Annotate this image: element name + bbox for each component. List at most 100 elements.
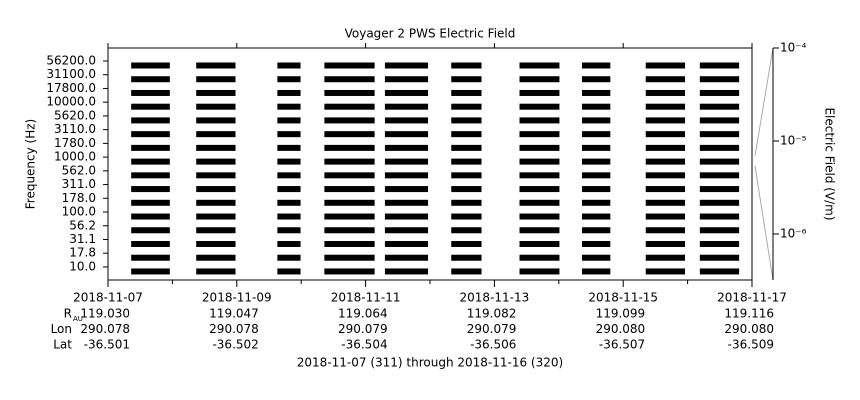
ephemeris-value: 290.078 bbox=[209, 322, 259, 336]
x-tick-label: 2018-11-17 bbox=[717, 291, 787, 305]
data-segment bbox=[196, 62, 236, 69]
data-segment bbox=[645, 254, 686, 261]
data-segment bbox=[277, 76, 301, 83]
data-segment bbox=[384, 227, 429, 234]
data-segment bbox=[277, 158, 301, 165]
data-segment bbox=[324, 62, 375, 69]
y-tick-label: 1780.0 bbox=[54, 136, 96, 150]
data-segment bbox=[131, 254, 170, 261]
footnote: 2018-11-07 (311) through 2018-11-16 (320… bbox=[297, 356, 563, 370]
data-segment bbox=[131, 199, 170, 206]
data-segment bbox=[384, 172, 429, 179]
data-segment bbox=[384, 186, 429, 193]
data-segment bbox=[277, 89, 301, 96]
data-segment bbox=[645, 227, 686, 234]
data-segment bbox=[519, 172, 560, 179]
data-segment bbox=[196, 172, 236, 179]
x-tick-label: 2018-11-09 bbox=[202, 291, 272, 305]
y-tick-label: 3110.0 bbox=[54, 122, 96, 136]
data-segment bbox=[699, 131, 740, 138]
ephemeris-value: -36.502 bbox=[212, 338, 258, 352]
data-segment bbox=[451, 62, 482, 69]
data-segment bbox=[699, 254, 740, 261]
y-tick-label: 10000.0 bbox=[46, 95, 96, 109]
y-tick-label: 31100.0 bbox=[46, 67, 96, 81]
data-segment bbox=[645, 240, 686, 247]
data-segment bbox=[581, 227, 611, 234]
ephemeris-label-sub: AU bbox=[73, 315, 83, 323]
connector bbox=[754, 165, 774, 281]
data-segment bbox=[699, 117, 740, 124]
data-segment bbox=[699, 62, 740, 69]
data-segment bbox=[277, 199, 301, 206]
data-segment bbox=[131, 186, 170, 193]
y-tick-label: 17800.0 bbox=[46, 81, 96, 95]
data-segment bbox=[131, 213, 170, 220]
data-segment bbox=[699, 103, 740, 110]
data-segment bbox=[196, 227, 236, 234]
data-segment bbox=[581, 144, 611, 151]
data-segment bbox=[196, 254, 236, 261]
data-segment bbox=[581, 117, 611, 124]
data-segment bbox=[324, 89, 375, 96]
data-segment bbox=[519, 199, 560, 206]
data-segment bbox=[277, 172, 301, 179]
y2-tick-label: 10⁻⁶ bbox=[780, 226, 807, 240]
data-segment bbox=[277, 131, 301, 138]
data-segment bbox=[277, 254, 301, 261]
data-segment bbox=[519, 131, 560, 138]
data-segment bbox=[581, 268, 611, 275]
data-segment bbox=[324, 172, 375, 179]
data-segment bbox=[196, 117, 236, 124]
data-segment bbox=[131, 76, 170, 83]
data-segment bbox=[384, 144, 429, 151]
data-segment bbox=[645, 103, 686, 110]
ephemeris-value: 119.116 bbox=[724, 307, 774, 321]
data-segment bbox=[519, 117, 560, 124]
data-segment bbox=[519, 144, 560, 151]
data-segment bbox=[277, 227, 301, 234]
data-segment bbox=[131, 62, 170, 69]
data-segment bbox=[645, 62, 686, 69]
data-segment bbox=[196, 131, 236, 138]
data-segment bbox=[699, 158, 740, 165]
data-segment bbox=[645, 89, 686, 96]
ephemeris-value: 290.080 bbox=[724, 322, 774, 336]
ephemeris-value: -36.509 bbox=[728, 338, 774, 352]
data-segment bbox=[451, 89, 482, 96]
ephemeris-value: 119.047 bbox=[209, 307, 259, 321]
data-segment bbox=[384, 89, 429, 96]
data-segment bbox=[519, 62, 560, 69]
data-segment bbox=[581, 131, 611, 138]
data-segment bbox=[451, 76, 482, 83]
ephemeris-value: 290.080 bbox=[596, 322, 646, 336]
data-segment bbox=[581, 172, 611, 179]
x-tick-label: 2018-11-11 bbox=[331, 291, 401, 305]
data-segment bbox=[131, 89, 170, 96]
connector bbox=[754, 47, 774, 157]
y2-tick-label: 10⁻⁴ bbox=[780, 41, 807, 55]
data-segment bbox=[384, 199, 429, 206]
data-segment bbox=[451, 213, 482, 220]
data-segment bbox=[384, 76, 429, 83]
data-segment bbox=[451, 158, 482, 165]
data-segment bbox=[581, 158, 611, 165]
x-tick-label: 2018-11-15 bbox=[588, 291, 658, 305]
data-segment bbox=[324, 254, 375, 261]
data-segment bbox=[196, 158, 236, 165]
data-segment bbox=[451, 268, 482, 275]
data-segment bbox=[131, 268, 170, 275]
y-tick-label: 31.1 bbox=[69, 232, 96, 246]
ephemeris-value: -36.506 bbox=[470, 338, 516, 352]
data-segment bbox=[324, 117, 375, 124]
data-segment bbox=[451, 254, 482, 261]
data-segment bbox=[645, 172, 686, 179]
data-segment bbox=[196, 186, 236, 193]
ephemeris-label: R bbox=[64, 307, 72, 321]
data-segment bbox=[519, 240, 560, 247]
data-segment bbox=[451, 199, 482, 206]
data-segment bbox=[581, 199, 611, 206]
ephemeris-value: 119.030 bbox=[80, 307, 130, 321]
ephemeris-value: 119.099 bbox=[596, 307, 646, 321]
